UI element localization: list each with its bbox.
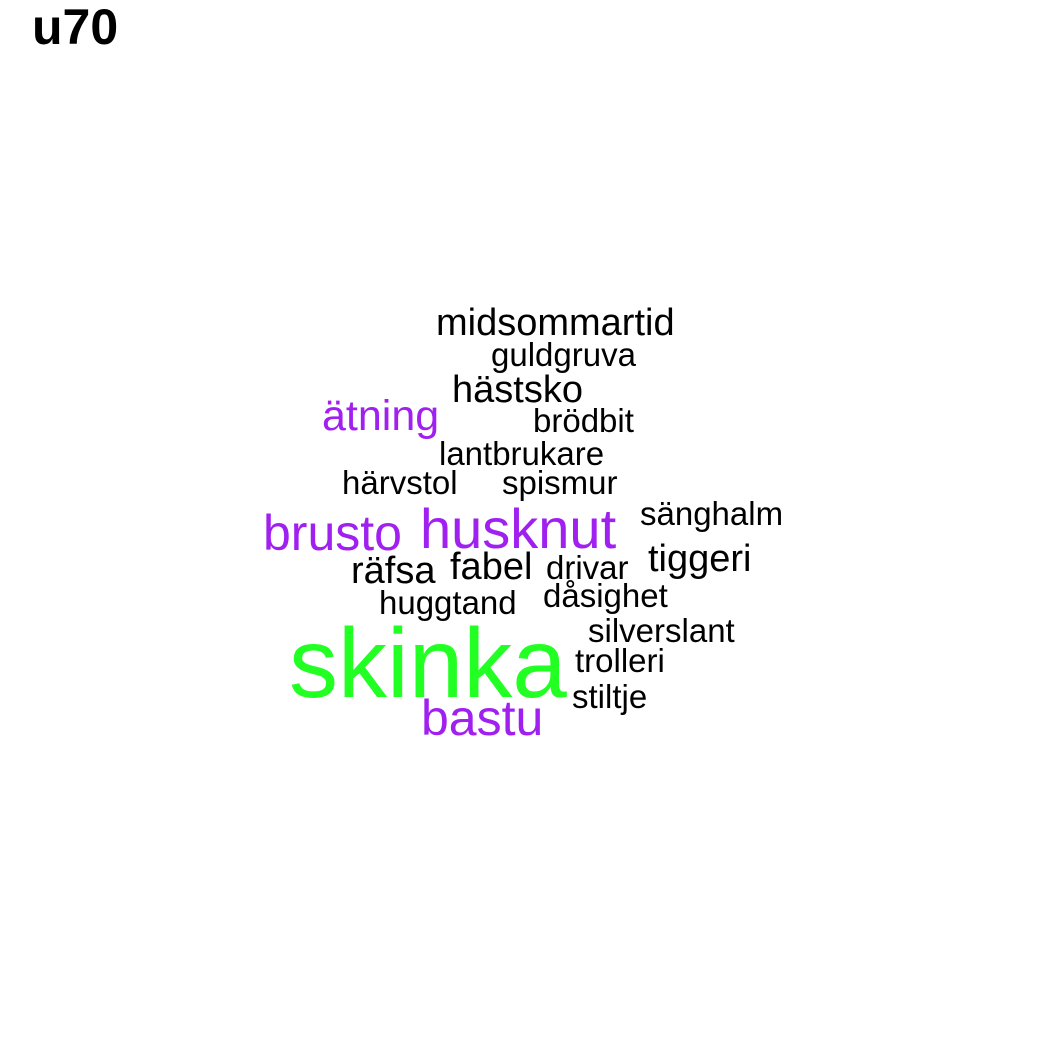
word-brusto: brusto (263, 505, 402, 561)
word-tiggeri: tiggeri (648, 538, 752, 580)
word-harvstol: härvstol (342, 464, 458, 501)
word-midsommartid: midsommartid (436, 302, 675, 344)
word-stiltje: stiltje (572, 678, 648, 715)
word-hastsko: hästsko (452, 369, 583, 411)
word-huggtand: huggtand (379, 584, 517, 621)
word-rafsa: räfsa (351, 550, 436, 592)
word-fabel: fabel (450, 546, 533, 588)
word-sanghalm: sänghalm (640, 495, 784, 532)
word-lantbrukare: lantbrukare (439, 435, 605, 472)
word-husknut: husknut (420, 497, 617, 560)
word-skinka: skinka (289, 608, 567, 718)
word-silverslant: silverslant (588, 612, 735, 649)
word-atning: ätning (322, 392, 440, 440)
word-trolleri: trolleri (575, 642, 665, 679)
word-spismur: spismur (502, 464, 618, 501)
word-guldgruva: guldgruva (491, 336, 636, 373)
word-bastu: bastu (421, 690, 544, 746)
word-dasighet: dåsighet (543, 577, 668, 614)
plot-title: u70 (32, 0, 119, 55)
word-brodbit: brödbit (533, 402, 634, 439)
word-drivar: drivar (546, 549, 629, 586)
